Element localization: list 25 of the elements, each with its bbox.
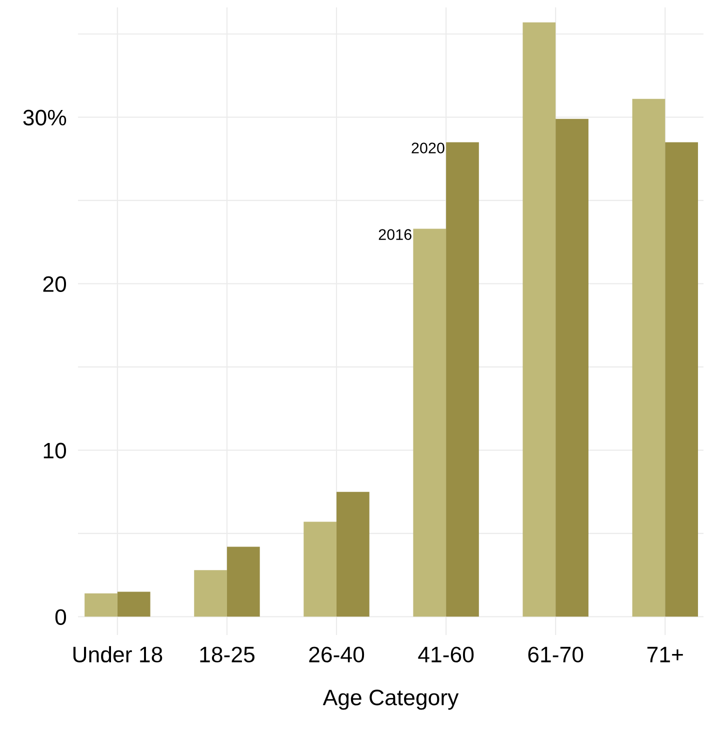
bar	[304, 522, 337, 617]
annotation: 2020	[412, 142, 444, 154]
bar	[336, 492, 370, 617]
x-tick-label: 71+	[647, 646, 683, 662]
bar	[84, 593, 118, 617]
x-tick-label: 61-70	[528, 646, 584, 662]
y-tick-label: 20	[43, 276, 66, 292]
y-tick-label: 0	[55, 609, 66, 625]
bar	[446, 142, 479, 617]
x-tick-label: Under 18	[73, 646, 162, 662]
x-axis-title: Age Category	[322, 690, 459, 710]
annotation: 2016	[378, 229, 412, 240]
bar	[632, 98, 666, 617]
x-tick-label: 26-40	[309, 646, 364, 662]
bar	[226, 546, 260, 617]
x-tick-label: 18-25	[200, 646, 254, 662]
x-tick-label: 41-60	[418, 646, 474, 662]
y-tick-label: 30%	[23, 110, 66, 126]
bar	[413, 228, 446, 617]
bar	[522, 22, 556, 617]
bar	[556, 118, 588, 617]
bar	[194, 570, 227, 617]
y-tick-label: 10	[44, 442, 66, 458]
bar	[665, 142, 698, 617]
bar	[117, 592, 150, 617]
